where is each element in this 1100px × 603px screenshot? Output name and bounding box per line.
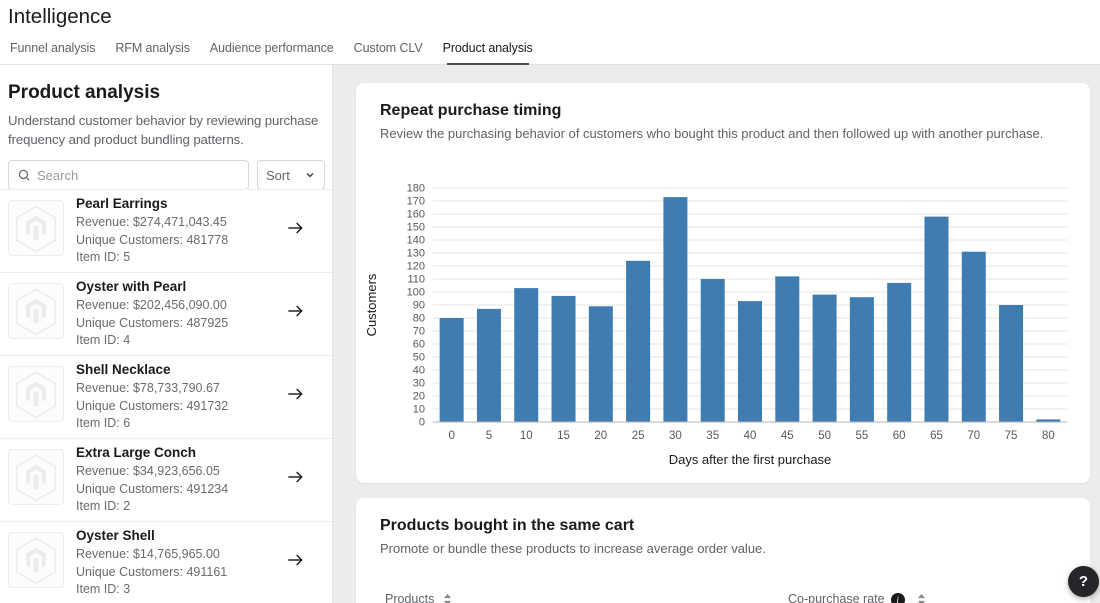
svg-text:65: 65 bbox=[930, 430, 943, 442]
svg-text:40: 40 bbox=[413, 365, 425, 377]
svg-text:100: 100 bbox=[407, 287, 425, 299]
svg-text:35: 35 bbox=[706, 430, 719, 442]
svg-text:45: 45 bbox=[781, 430, 794, 442]
svg-text:110: 110 bbox=[407, 274, 425, 286]
svg-text:170: 170 bbox=[407, 196, 425, 208]
svg-text:Customers: Customers bbox=[364, 273, 379, 336]
svg-text:25: 25 bbox=[632, 430, 645, 442]
svg-text:30: 30 bbox=[669, 430, 682, 442]
svg-text:70: 70 bbox=[967, 430, 980, 442]
svg-text:60: 60 bbox=[413, 339, 425, 351]
svg-text:80: 80 bbox=[413, 313, 425, 325]
svg-text:50: 50 bbox=[818, 430, 831, 442]
svg-text:30: 30 bbox=[413, 378, 425, 390]
svg-text:150: 150 bbox=[407, 222, 425, 234]
svg-text:55: 55 bbox=[855, 430, 868, 442]
svg-text:160: 160 bbox=[407, 209, 425, 221]
svg-text:120: 120 bbox=[407, 261, 425, 273]
svg-text:60: 60 bbox=[893, 430, 906, 442]
svg-text:15: 15 bbox=[557, 430, 570, 442]
svg-text:0: 0 bbox=[419, 417, 425, 429]
svg-text:50: 50 bbox=[413, 352, 425, 364]
svg-text:5: 5 bbox=[486, 430, 492, 442]
svg-text:80: 80 bbox=[1042, 430, 1055, 442]
svg-text:90: 90 bbox=[413, 300, 425, 312]
svg-text:20: 20 bbox=[594, 430, 607, 442]
svg-text:10: 10 bbox=[413, 404, 425, 416]
svg-text:140: 140 bbox=[407, 235, 425, 247]
svg-text:Days after the first purchase: Days after the first purchase bbox=[669, 452, 832, 467]
svg-text:40: 40 bbox=[744, 430, 757, 442]
svg-text:75: 75 bbox=[1005, 430, 1018, 442]
svg-text:130: 130 bbox=[407, 248, 425, 260]
svg-text:0: 0 bbox=[448, 430, 454, 442]
svg-text:20: 20 bbox=[413, 391, 425, 403]
svg-text:10: 10 bbox=[520, 430, 533, 442]
svg-text:180: 180 bbox=[407, 183, 425, 195]
svg-text:70: 70 bbox=[413, 326, 425, 338]
